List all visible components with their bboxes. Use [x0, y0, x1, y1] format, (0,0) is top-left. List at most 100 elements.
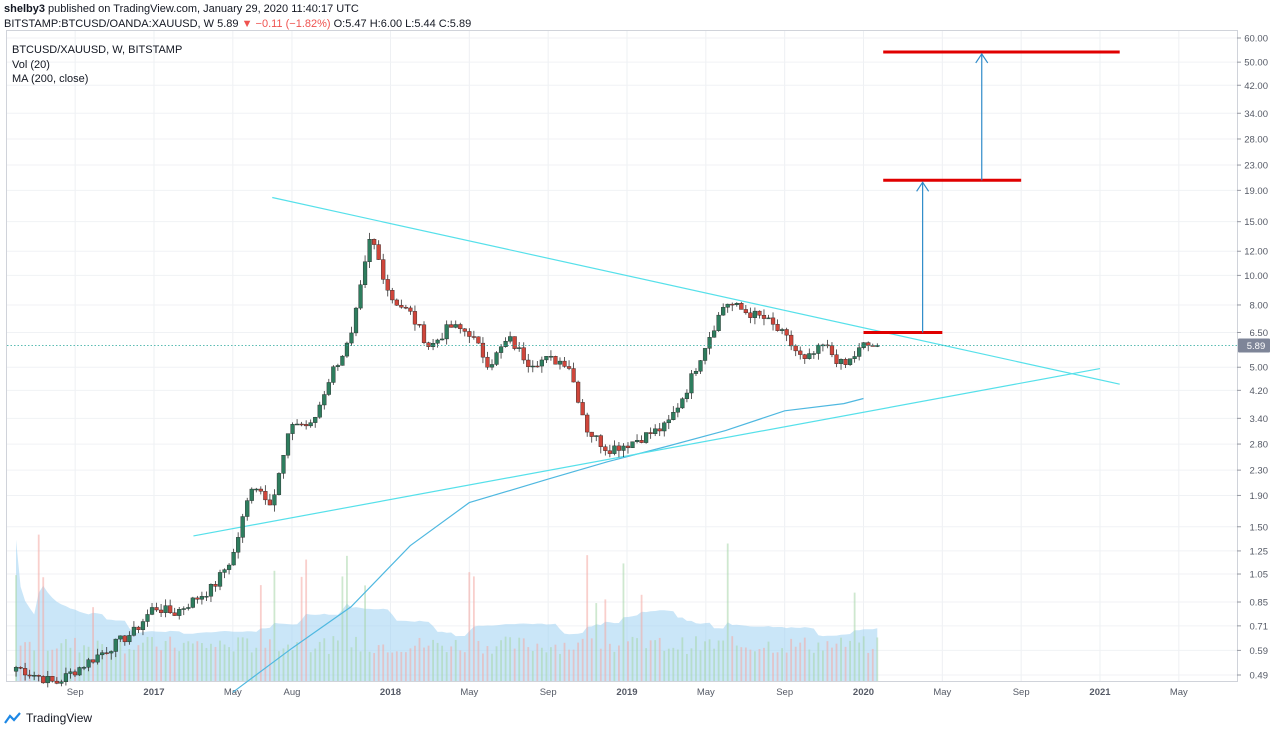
volume-bar [468, 572, 471, 681]
volume-bar [482, 653, 484, 681]
volume-bar [119, 640, 122, 681]
candle-body [190, 597, 195, 608]
tradingview-brand: TradingView [26, 711, 93, 725]
x-tick-label: Sep [67, 687, 84, 698]
y-tick-label: 1.05 [1250, 570, 1269, 581]
author-name[interactable]: shelby3 [4, 3, 45, 15]
volume-bar [613, 651, 616, 681]
volume-bar [799, 642, 802, 681]
candle-body [181, 608, 186, 610]
y-tick-label: 0.59 [1250, 646, 1269, 657]
y-tick-label: 8.00 [1250, 300, 1269, 311]
candle-body [23, 668, 28, 676]
volume-bar [74, 637, 76, 681]
candle-body [607, 450, 612, 454]
volume-bar [672, 647, 675, 681]
candle-body [816, 344, 821, 354]
candle-body [340, 355, 345, 366]
volume-bar [364, 585, 366, 681]
volume-bar [432, 639, 434, 681]
candle-body [444, 324, 449, 340]
candle-body [317, 404, 322, 418]
candle-body [739, 302, 744, 310]
candle-body [41, 676, 46, 684]
volume-bar [763, 647, 765, 681]
candle-body [480, 342, 486, 358]
chart-frame [6, 30, 1238, 682]
candle-body [254, 488, 259, 491]
candle-body [294, 423, 300, 426]
candle-body [462, 328, 467, 332]
candle-body [535, 365, 540, 368]
volume-bar [740, 647, 743, 681]
candle-body [331, 366, 336, 383]
candle-body [875, 345, 880, 347]
legend-volume[interactable]: Vol (20) [12, 58, 50, 71]
volume-bar [754, 651, 756, 681]
candle-body [503, 340, 508, 347]
candle-body [113, 638, 118, 652]
volume-bar [726, 543, 729, 681]
candle-body [770, 317, 776, 325]
candle-body [412, 311, 418, 325]
candle-body [603, 446, 608, 451]
volume-bar [649, 640, 652, 681]
volume-ma-area [16, 539, 878, 681]
volume-bar [586, 555, 589, 681]
y-tick-label: 19.00 [1244, 186, 1268, 197]
volume-bar [454, 639, 457, 681]
volume-bar [219, 640, 221, 681]
volume-bar [287, 644, 289, 681]
volume-bar [640, 594, 643, 681]
candle-body [838, 359, 844, 364]
volume-bar [622, 563, 625, 681]
candle-body [594, 435, 599, 437]
volume-bar [717, 640, 720, 681]
candle-body [158, 609, 164, 613]
volume-bar [441, 645, 444, 681]
legend-title[interactable]: BTCUSD/XAUUSD, W, BITSTAMP [12, 44, 183, 56]
volume-bar [686, 653, 688, 681]
candle-body [616, 445, 622, 451]
y-tick-label: 50.00 [1244, 58, 1268, 69]
candle-body [653, 428, 658, 434]
y-tick-label: 28.00 [1244, 134, 1268, 145]
volume-bar [695, 636, 697, 681]
candle-body [453, 324, 458, 328]
candle-body [517, 347, 522, 349]
volume-bar [101, 644, 104, 681]
y-tick-label: 10.00 [1244, 271, 1268, 282]
candle-body [263, 491, 268, 501]
volume-bar [395, 651, 398, 681]
volume-bar [518, 637, 521, 681]
candle-body [390, 290, 395, 301]
candle-body [780, 329, 785, 331]
candle-body [421, 324, 427, 343]
volume-bar [876, 637, 879, 681]
volume-bar [785, 652, 788, 681]
volume-bar [278, 651, 280, 681]
tradingview-logo[interactable]: TradingView [4, 711, 92, 725]
candle-body [675, 407, 680, 413]
y-tick-label: 6.50 [1250, 328, 1269, 339]
volume-bar [445, 652, 448, 681]
volume-bar [377, 645, 380, 681]
candle-body [843, 359, 848, 365]
volume-bar [858, 642, 861, 681]
volume-bar [237, 637, 240, 681]
candle-body [857, 347, 862, 357]
candle-body [408, 307, 413, 312]
volume-bar [450, 646, 453, 681]
volume-bar [160, 650, 162, 681]
y-tick-label: 4.20 [1250, 386, 1269, 397]
volume-bar [37, 534, 40, 681]
candle-body [13, 667, 19, 672]
volume-bar [273, 570, 276, 681]
volume-bar [386, 652, 389, 681]
candle-body [834, 354, 839, 364]
candle-body [793, 345, 798, 352]
legend-ma[interactable]: MA (200, close) [12, 73, 89, 85]
candle-body [344, 342, 350, 357]
candle-body [18, 667, 23, 669]
